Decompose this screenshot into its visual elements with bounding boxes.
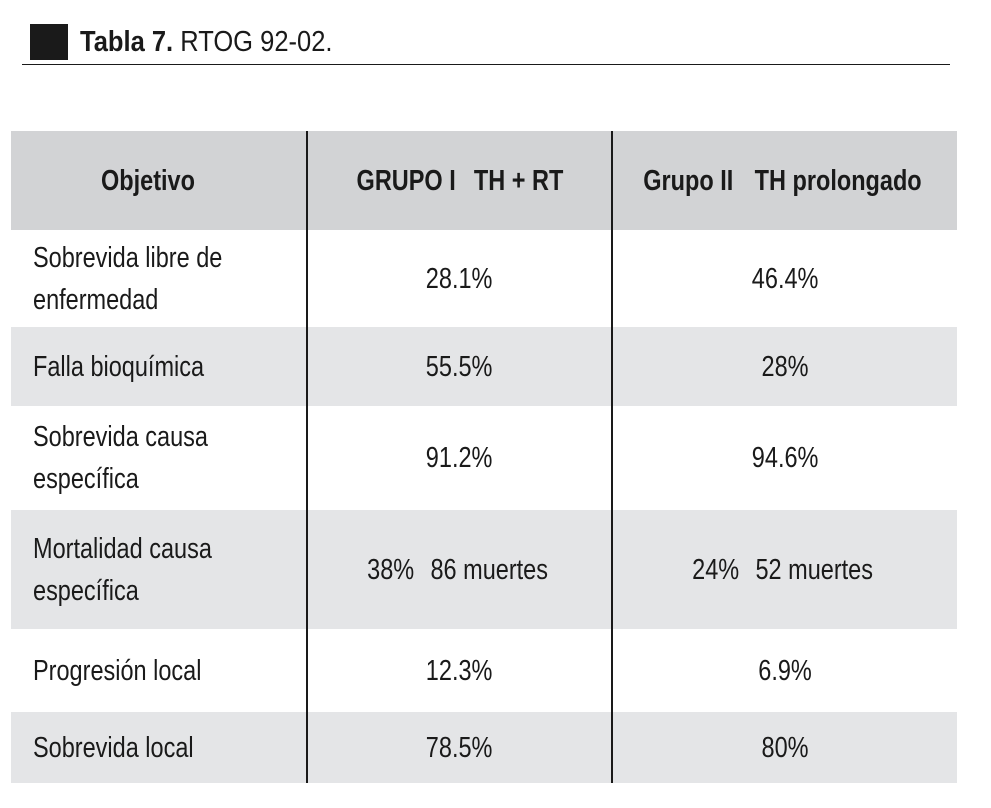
table-row: Sobrevida causa específica 91.2% 94.6%	[11, 406, 957, 510]
cell-objective: Sobrevida local	[11, 712, 307, 783]
header-line: Objetivo	[101, 164, 195, 197]
cell-line: 52 muertes	[755, 553, 874, 586]
cell-group-1: 12.3%	[306, 629, 612, 712]
cell-group-2: 80%	[611, 712, 957, 783]
cell-line: 28%	[761, 350, 809, 383]
cell-line: específica	[33, 574, 139, 607]
cell-line: Mortalidad causa	[33, 532, 212, 565]
cell-line: 78.5%	[426, 731, 493, 764]
header-line: Grupo II	[643, 164, 734, 197]
cell-group-1: 28.1%	[306, 230, 612, 327]
cell-line: Sobrevida local	[33, 731, 194, 764]
header-row: Objetivo GRUPO I TH + RT Grupo II TH pro…	[11, 131, 957, 230]
cell-objective: Sobrevida libre de enfermedad	[11, 230, 307, 327]
caption-marker-square	[30, 24, 68, 60]
cell-line: enfermedad	[33, 283, 159, 316]
header-line: TH prolongado	[755, 164, 923, 197]
cell-line: 80%	[761, 731, 809, 764]
cell-group-1: 91.2%	[306, 406, 612, 510]
table-row: Falla bioquímica 55.5% 28%	[11, 327, 957, 406]
cell-group-2: 28%	[611, 327, 957, 406]
cell-group-1: 38% 86 muertes	[306, 510, 612, 629]
cell-line: Falla bioquímica	[33, 350, 205, 383]
table-row: Sobrevida libre de enfermedad 28.1% 46.4…	[11, 230, 957, 327]
caption-label: Tabla 7.	[80, 25, 174, 58]
cell-objective: Progresión local	[11, 629, 307, 712]
header-line: GRUPO I	[356, 164, 456, 197]
cell-group-1: 78.5%	[306, 712, 612, 783]
cell-line: 38%	[367, 553, 415, 586]
cell-line: 55.5%	[426, 350, 493, 383]
cell-group-1: 55.5%	[306, 327, 612, 406]
cell-line: 46.4%	[751, 262, 819, 295]
cell-line: Sobrevida causa	[33, 421, 208, 453]
cell-line: 91.2%	[426, 442, 493, 474]
cell-line: 86 muertes	[430, 553, 549, 586]
cell-line: Progresión local	[33, 654, 202, 687]
cell-group-2: 6.9%	[611, 629, 957, 712]
cell-line: específica	[33, 463, 139, 495]
cell-line: 28.1%	[426, 262, 493, 295]
results-table: Objetivo GRUPO I TH + RT Grupo II TH pro…	[11, 131, 957, 783]
caption-title: RTOG 92-02.	[180, 25, 333, 58]
table-row: Mortalidad causa específica 38% 86 muert…	[11, 510, 957, 629]
cell-line: 12.3%	[426, 654, 493, 687]
table-caption: Tabla 7. RTOG 92-02.	[30, 22, 367, 62]
caption-text: Tabla 7. RTOG 92-02.	[80, 26, 332, 59]
table-row: Sobrevida local 78.5% 80%	[11, 712, 957, 783]
cell-objective: Mortalidad causa específica	[11, 510, 307, 629]
header-line: TH + RT	[473, 164, 563, 197]
cell-line: 94.6%	[751, 442, 819, 474]
header-group-2: Grupo II TH prolongado	[611, 131, 957, 230]
cell-group-2: 94.6%	[611, 406, 957, 510]
cell-line: 6.9%	[758, 654, 812, 687]
cell-group-2: 24% 52 muertes	[611, 510, 957, 629]
header-objective: Objetivo	[11, 131, 307, 230]
cell-objective: Sobrevida causa específica	[11, 406, 307, 510]
caption-divider	[22, 64, 950, 65]
cell-group-2: 46.4%	[611, 230, 957, 327]
cell-line: Sobrevida libre de	[33, 241, 223, 274]
header-group-1: GRUPO I TH + RT	[306, 131, 612, 230]
cell-line: 24%	[692, 553, 740, 586]
cell-objective: Falla bioquímica	[11, 327, 307, 406]
table-row: Progresión local 12.3% 6.9%	[11, 629, 957, 712]
